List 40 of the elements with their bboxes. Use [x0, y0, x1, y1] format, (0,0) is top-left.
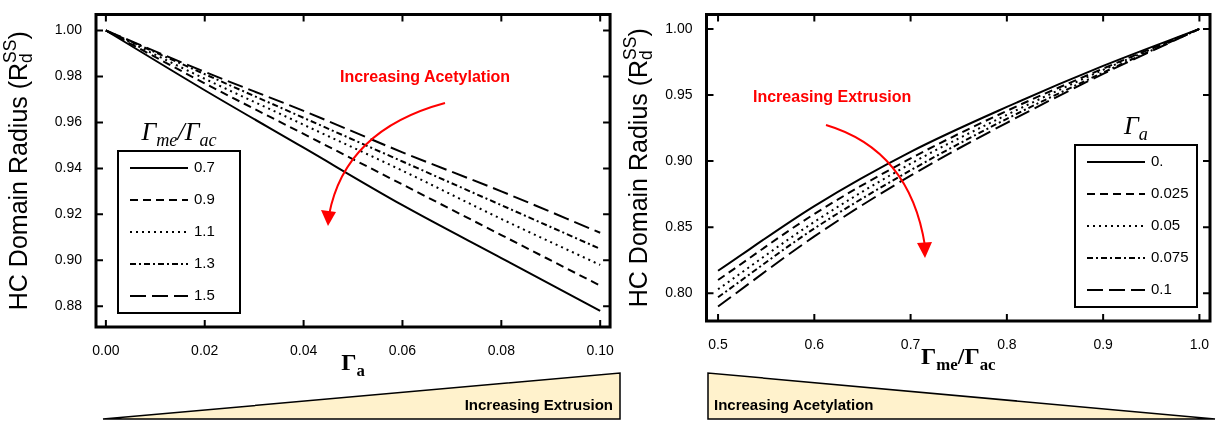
y-tick-label: 0.88 — [54, 297, 83, 314]
legend-label: 1.5 — [194, 286, 215, 304]
y-tick-label: 1.00 — [54, 21, 83, 38]
legend-label: 0.7 — [194, 158, 215, 176]
x-tick-label: 0.02 — [191, 342, 219, 359]
y-tick-label: 0.95 — [665, 85, 693, 102]
y-axis-title: HC Domain Radius (RdSS) — [620, 28, 657, 308]
x-tick-label: 1.0 — [1189, 336, 1210, 353]
x-tick-label: 0.00 — [92, 342, 120, 359]
legend-label: 1.1 — [194, 222, 215, 240]
y-axis-title: HC Domain Radius (RdSS) — [0, 31, 37, 311]
x-tick-label: 0.9 — [1093, 336, 1114, 353]
text: Increasing Extrusion — [464, 396, 613, 413]
x-tick-label: 0.06 — [388, 342, 417, 359]
legend-label: 0. — [1151, 152, 1164, 170]
x-tick-label: 0.7 — [900, 336, 921, 353]
x-tick-label: 0.5 — [708, 336, 728, 353]
x-tick-label: 0.6 — [804, 336, 825, 353]
y-tick-label: 0.85 — [665, 218, 693, 235]
annotation: Increasing Extrusion — [753, 88, 912, 106]
y-tick-label: 0.94 — [54, 159, 83, 176]
y-tick-label: 0.90 — [54, 251, 83, 268]
legend-label: 0.025 — [1151, 184, 1189, 202]
text: Increasing Acetylation — [714, 396, 874, 413]
annotation: Increasing Acetylation — [340, 68, 511, 86]
legend-label: 1.3 — [194, 254, 215, 272]
y-tick-label: 0.90 — [665, 151, 693, 168]
y-tick-label: 0.96 — [54, 113, 83, 130]
x-tick-label: 0.8 — [997, 336, 1017, 353]
legend-label: 0.05 — [1151, 216, 1181, 234]
y-tick-label: 1.00 — [665, 19, 693, 36]
y-tick-label: 0.92 — [54, 205, 83, 222]
x-tick-label: 0.10 — [586, 342, 615, 359]
x-tick-label: 0.04 — [289, 342, 318, 359]
x-tick-label: 0.08 — [487, 342, 516, 359]
legend-label: 0.1 — [1151, 280, 1172, 298]
y-tick-label: 0.80 — [665, 284, 693, 301]
legend-label: 0.075 — [1151, 248, 1189, 266]
legend-label: 0.9 — [194, 190, 215, 208]
y-tick-label: 0.98 — [54, 67, 83, 84]
